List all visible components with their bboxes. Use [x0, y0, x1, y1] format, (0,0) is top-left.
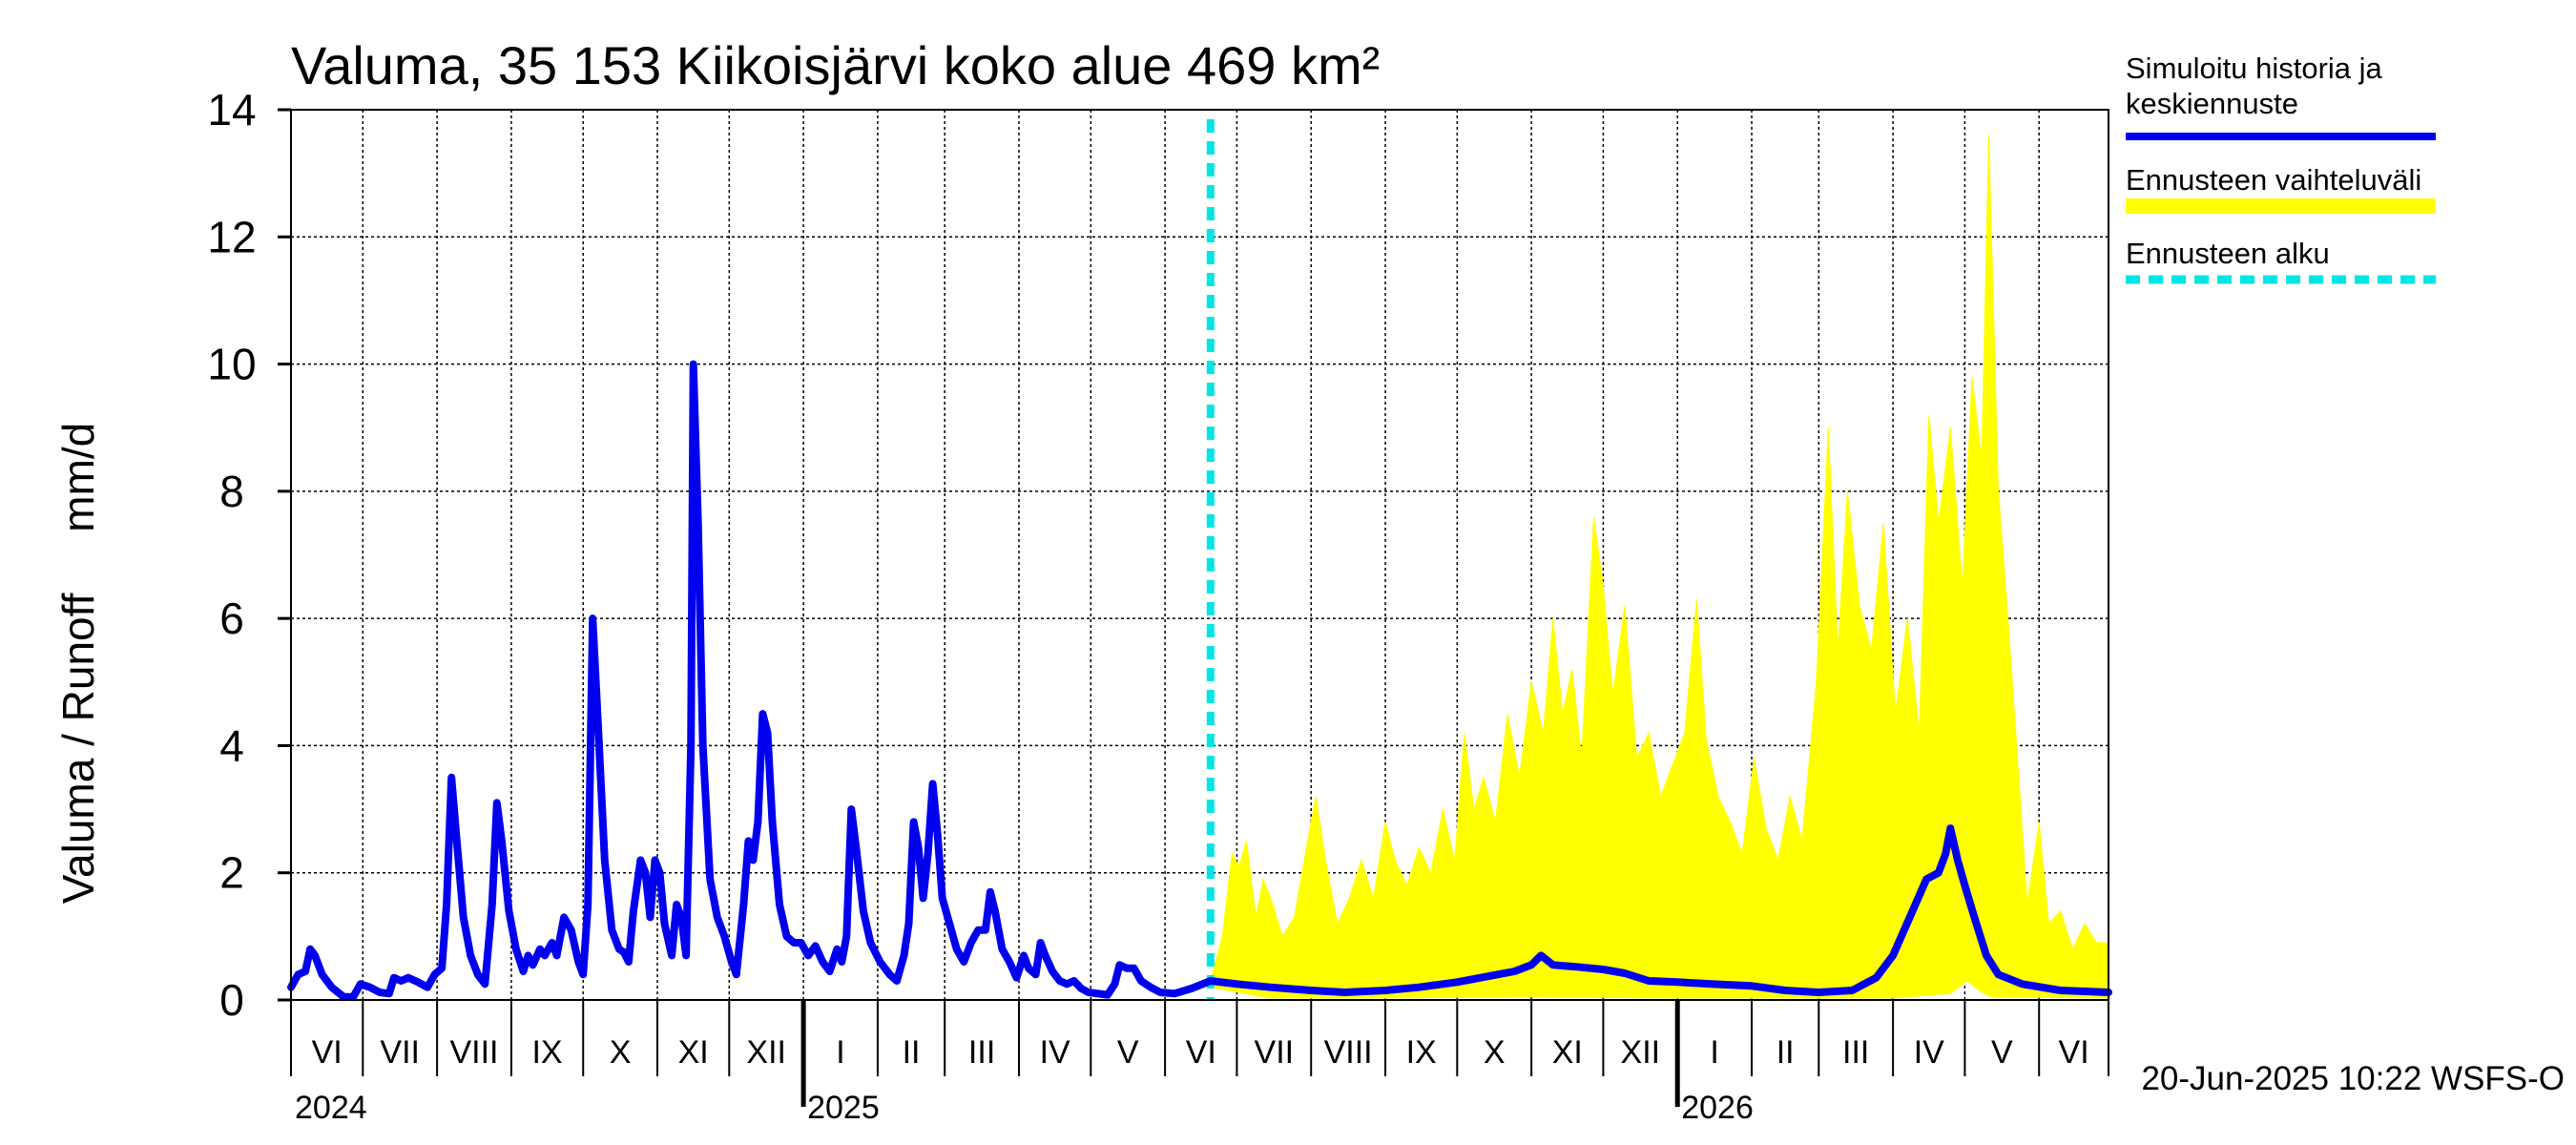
- legend-swatch-range: [2126, 198, 2436, 214]
- month-label: X: [1484, 1034, 1506, 1071]
- month-label: II: [1776, 1034, 1795, 1071]
- month-label: XI: [1552, 1034, 1583, 1071]
- year-label: 2024: [295, 1090, 367, 1126]
- y-tick-label: 2: [219, 848, 244, 898]
- month-label: IX: [531, 1034, 562, 1071]
- month-label: VI: [2059, 1034, 2089, 1071]
- y-tick-label: 6: [219, 593, 244, 643]
- y-tick-label: 0: [219, 975, 244, 1025]
- y-tick-label: 10: [207, 340, 256, 389]
- month-label: III: [1842, 1034, 1869, 1071]
- x-axis: VI VII VIII IX X XI XII I II III IV V VI VII VIII IX X XI…: [290, 1000, 2109, 1126]
- simulated-runoff-line: [287, 360, 2112, 1001]
- legend-label-forecast-start: Ennusteen alku: [2126, 237, 2330, 270]
- month-label: VIII: [1324, 1034, 1373, 1071]
- month-label: X: [610, 1034, 632, 1071]
- y-axis: 0 2 4 6 8 10 12 14: [207, 85, 291, 1025]
- legend-label-range: Ennusteen vaihteluväli: [2126, 163, 2421, 197]
- y-tick-label: 8: [219, 467, 244, 516]
- month-label: VII: [1255, 1034, 1295, 1071]
- legend-label-line: Simuloitu historia ja: [2126, 52, 2383, 85]
- month-label: I: [836, 1034, 844, 1071]
- month-label: VII: [380, 1034, 420, 1071]
- month-label: VI: [312, 1034, 343, 1071]
- runoff-series: [287, 360, 2112, 1001]
- month-label: VIII: [449, 1034, 498, 1071]
- month-label: V: [1117, 1034, 1139, 1071]
- month-label: IX: [1406, 1034, 1437, 1071]
- month-label: II: [903, 1034, 921, 1071]
- month-label: IV: [1914, 1034, 1944, 1071]
- month-label: XI: [678, 1034, 709, 1071]
- legend-label-line: keskiennuste: [2126, 87, 2298, 120]
- y-tick-label: 14: [207, 85, 256, 135]
- month-label: V: [1991, 1034, 2013, 1071]
- year-label: 2026: [1681, 1090, 1754, 1126]
- timestamp-footer: 20-Jun-2025 10:22 WSFS-O: [2141, 1060, 2565, 1097]
- year-label: 2025: [807, 1090, 880, 1126]
- legend: Simuloitu historia ja keskiennuste Ennuste…: [2126, 52, 2436, 284]
- forecast-range-area: [1210, 135, 2109, 999]
- plot-frame: [290, 109, 2109, 1001]
- y-tick-label: 4: [219, 720, 244, 770]
- chart-title: Valuma, 35 153 Kiikoisjärvi koko alue 46…: [291, 35, 1380, 95]
- month-label: IV: [1040, 1034, 1070, 1071]
- legend-label-simulated: Simuloitu historia ja keskiennuste: [2126, 52, 2383, 120]
- y-tick-label: 12: [207, 212, 256, 261]
- month-label: III: [968, 1034, 995, 1071]
- plot-border: [290, 109, 2109, 1001]
- y-axis-label: Valuma / Runoff mm/d: [53, 423, 103, 905]
- month-label: VI: [1186, 1034, 1216, 1071]
- month-label: I: [1710, 1034, 1718, 1071]
- month-label: XII: [1621, 1034, 1661, 1071]
- month-label: XII: [746, 1034, 786, 1071]
- forecast-range-band: [1210, 135, 2109, 999]
